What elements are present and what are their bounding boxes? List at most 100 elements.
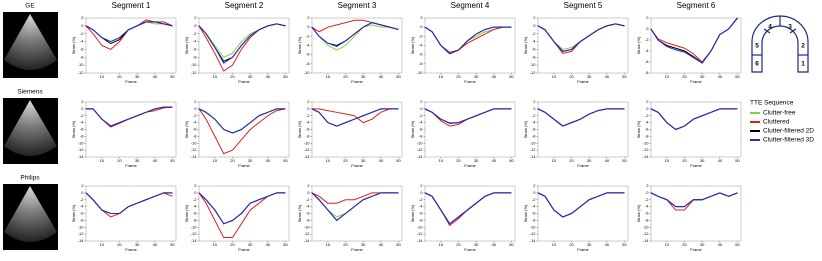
y-tick-label: -2 [306, 113, 310, 118]
y-axis-label: Strain (%) [71, 36, 76, 54]
y-tick-label: 0 [307, 24, 310, 29]
x-tick-label: 50 [622, 74, 627, 79]
x-axis-label: Frame [464, 247, 476, 252]
x-tick-label: 20 [117, 158, 122, 163]
y-axis-label: Strain (%) [410, 204, 415, 222]
x-tick-label: 40 [266, 74, 271, 79]
y-tick-label: -14 [530, 238, 537, 243]
x-tick-label: 30 [700, 74, 705, 79]
y-tick-label: 2 [646, 99, 649, 104]
y-tick-label: -8 [532, 133, 536, 138]
y-tick-label: -4 [306, 43, 310, 48]
x-tick-label: 50 [735, 158, 740, 163]
y-tick-label: -12 [530, 231, 537, 236]
x-tick-label: 50 [283, 158, 288, 163]
y-tick-label: -2 [419, 197, 423, 202]
segment-number: 1 [801, 61, 805, 68]
y-tick-label: -12 [417, 231, 424, 236]
y-tick-label: -10 [530, 62, 537, 67]
x-tick-label: 40 [492, 74, 497, 79]
y-tick-label: 2 [194, 99, 197, 104]
y-tick-label: -10 [78, 140, 85, 145]
x-tick-label: 10 [326, 158, 331, 163]
strain-line [537, 192, 625, 218]
x-tick-label: 40 [718, 74, 723, 79]
ultrasound-sector [4, 100, 57, 156]
x-tick-label: 40 [718, 242, 723, 247]
y-tick-label: -14 [191, 238, 198, 243]
y-tick-label: -14 [78, 238, 85, 243]
y-tick-label: -14 [304, 154, 311, 159]
y-tick-label: -6 [306, 211, 310, 216]
y-tick-label: -10 [78, 224, 85, 229]
y-axis-label: Strain (%) [184, 36, 189, 54]
y-tick-label: -14 [643, 154, 650, 159]
column-title: Segment 5 [564, 1, 603, 10]
strain-line [650, 192, 738, 208]
y-tick-label: -4 [419, 43, 423, 48]
y-tick-label: -4 [419, 204, 423, 209]
y-tick-label: 2 [533, 15, 536, 20]
strain-line [311, 192, 399, 222]
strain-line [311, 108, 399, 127]
y-tick-label: 2 [81, 15, 84, 20]
x-tick-label: 20 [569, 158, 574, 163]
strain-line [312, 108, 399, 124]
y-tick-label: -4 [645, 204, 649, 209]
x-tick-label: 20 [456, 158, 461, 163]
y-tick-label: -2 [645, 37, 649, 42]
y-tick-label: -4 [645, 120, 649, 125]
y-tick-label: 2 [307, 99, 310, 104]
x-tick-label: 20 [569, 74, 574, 79]
x-axis-label: Frame [351, 247, 363, 252]
y-tick-label: -14 [417, 154, 424, 159]
x-tick-label: 20 [569, 242, 574, 247]
y-tick-label: -4 [306, 120, 310, 125]
y-tick-label: -6 [193, 46, 197, 51]
y-tick-label: 0 [646, 26, 649, 31]
legend-label: Clutter-filtered 3D [763, 137, 814, 144]
x-tick-label: 40 [605, 158, 610, 163]
x-tick-label: 30 [135, 242, 140, 247]
y-tick-label: -14 [191, 154, 198, 159]
x-tick-label: 40 [605, 74, 610, 79]
x-tick-label: 20 [343, 158, 348, 163]
x-tick-label: 20 [230, 242, 235, 247]
y-tick-label: -8 [645, 133, 649, 138]
y-tick-label: -4 [419, 120, 423, 125]
x-tick-label: 30 [587, 242, 592, 247]
segment-number: 3 [788, 24, 792, 31]
y-tick-label: -2 [532, 197, 536, 202]
strain-line [86, 106, 173, 127]
row-label: Philips [20, 175, 40, 182]
y-tick-label: -4 [193, 39, 197, 44]
strain-line [198, 108, 286, 155]
y-tick-label: -14 [304, 238, 311, 243]
y-tick-label: 0 [307, 106, 310, 111]
y-tick-label: -12 [643, 231, 650, 236]
y-tick-label: -2 [193, 113, 197, 118]
x-tick-label: 10 [552, 74, 557, 79]
y-tick-label: -12 [304, 231, 311, 236]
y-tick-label: -10 [417, 224, 424, 229]
x-tick-label: 30 [474, 158, 479, 163]
y-tick-label: -2 [80, 113, 84, 118]
y-tick-label: 0 [81, 106, 84, 111]
y-tick-label: 0 [307, 190, 310, 195]
y-tick-label: -12 [191, 147, 198, 152]
y-tick-label: -8 [419, 61, 423, 66]
x-tick-label: 10 [100, 74, 105, 79]
y-axis-label: Strain (%) [184, 204, 189, 222]
x-tick-label: 50 [396, 242, 401, 247]
x-tick-label: 30 [361, 74, 366, 79]
y-tick-label: -8 [193, 133, 197, 138]
x-tick-label: 10 [439, 158, 444, 163]
y-tick-label: 2 [533, 183, 536, 188]
